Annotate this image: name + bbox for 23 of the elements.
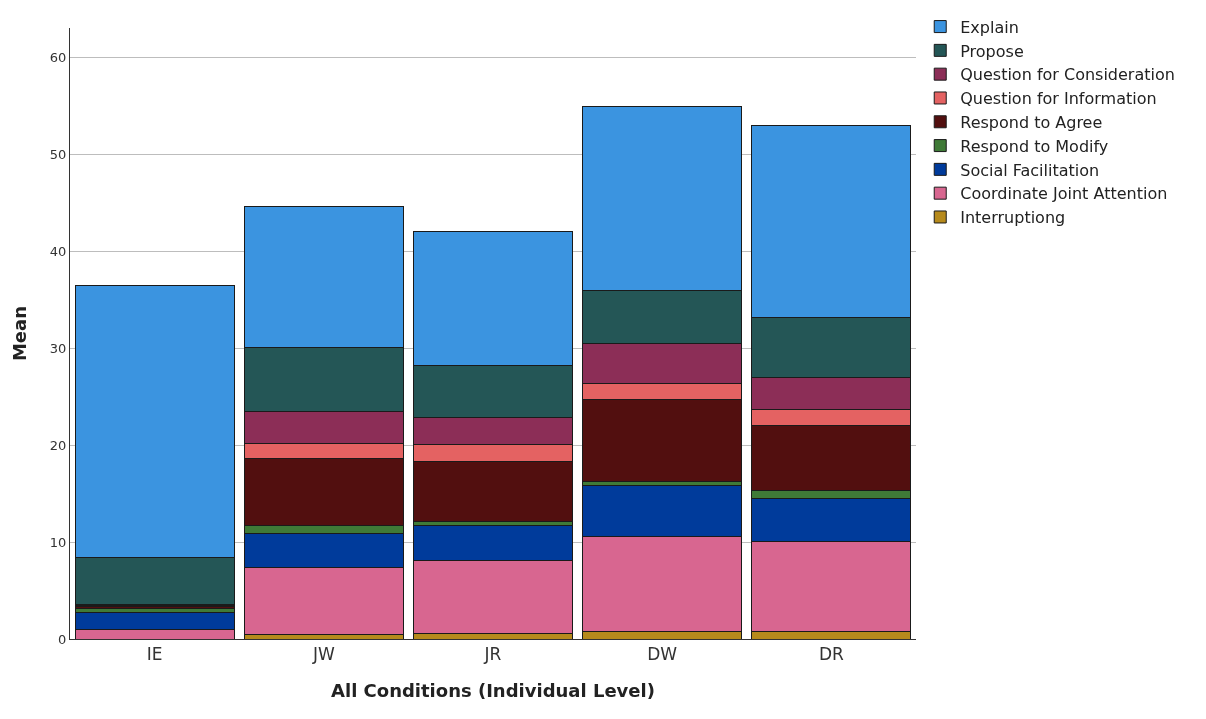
- y-tick-label: 10: [49, 534, 67, 550]
- legend-label: Coordinate Joint Attention: [960, 184, 1168, 204]
- x-tick-label: JR: [483, 644, 502, 665]
- x-tick-label: DW: [647, 644, 678, 665]
- y-axis-title: Mean: [9, 305, 31, 362]
- legend-label: Question for Consideration: [960, 65, 1175, 85]
- legend-label: Question for Information: [960, 89, 1157, 109]
- x-axis-title: All Conditions (Individual Level): [331, 679, 655, 701]
- x-tick-label: IE: [146, 644, 163, 665]
- legend-label: Interruptiong: [960, 208, 1066, 228]
- y-tick-label: 50: [49, 146, 67, 162]
- y-tick-label: 60: [49, 49, 67, 65]
- y-tick-label: 0: [58, 631, 67, 647]
- y-tick-label: 40: [49, 243, 67, 259]
- x-tick-label: DR: [818, 644, 845, 665]
- legend-label: Propose: [960, 41, 1024, 61]
- legend-label: Explain: [960, 17, 1019, 37]
- legend-label: Respond to Modify: [960, 136, 1109, 156]
- y-tick-label: 20: [49, 437, 67, 453]
- x-tick-label: JW: [311, 644, 335, 665]
- y-tick-label: 30: [49, 340, 67, 356]
- legend-label: Respond to Agree: [960, 113, 1103, 133]
- legend-label: Social Facilitation: [960, 160, 1100, 180]
